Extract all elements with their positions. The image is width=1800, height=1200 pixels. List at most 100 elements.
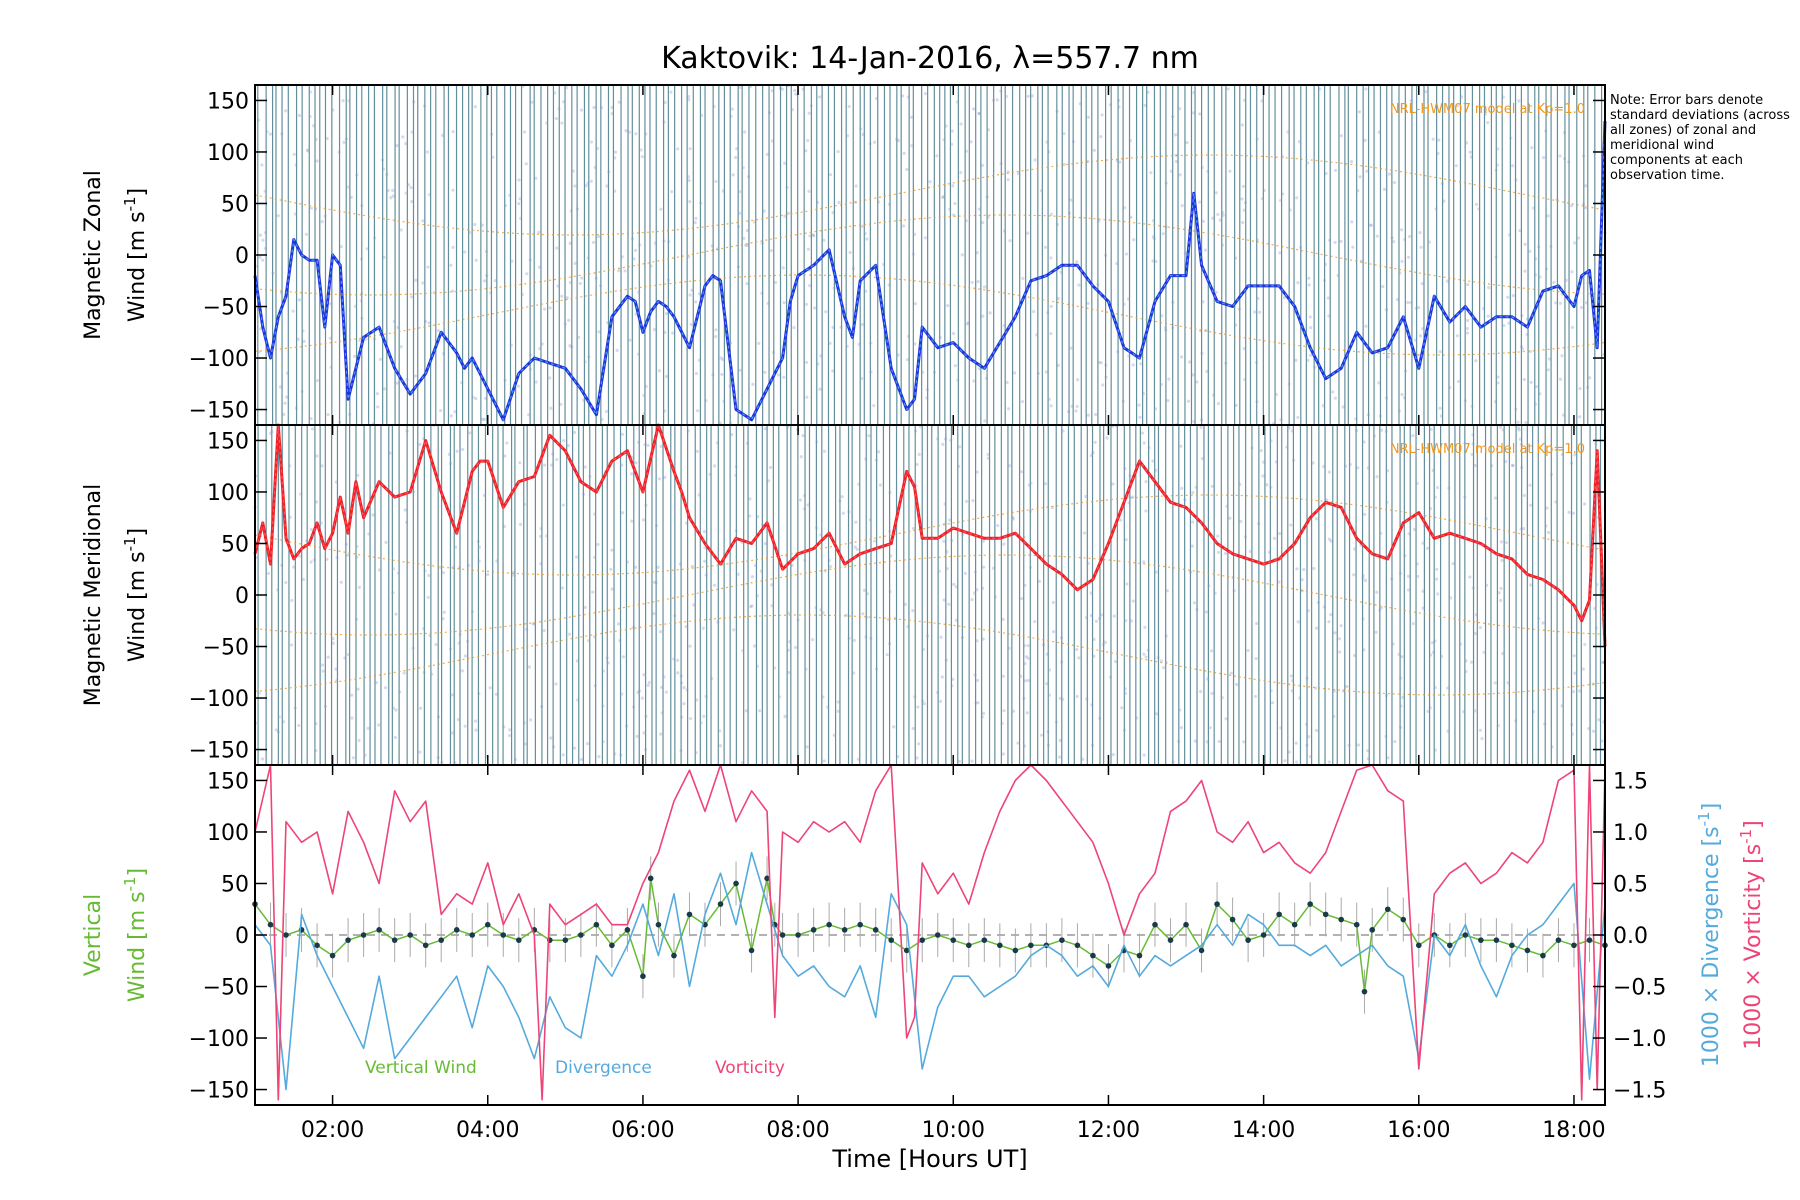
- zone-point: [383, 686, 388, 690]
- zone-point: [1421, 589, 1425, 593]
- zone-point: [545, 121, 549, 125]
- zone-point: [783, 714, 787, 719]
- zone-point: [980, 715, 984, 719]
- zone-point: [505, 441, 509, 445]
- zone-point: [471, 395, 475, 399]
- zone-point: [284, 109, 288, 113]
- zone-point: [1045, 652, 1049, 656]
- zone-point: [1105, 436, 1109, 440]
- zone-point: [1496, 381, 1500, 385]
- zone-point: [292, 152, 296, 156]
- zone-point: [769, 249, 773, 253]
- zone-point: [328, 336, 332, 340]
- zone-point: [1547, 357, 1551, 361]
- zone-point: [337, 150, 341, 154]
- zone-point: [1161, 666, 1166, 670]
- vertical-wind-point: [1353, 921, 1360, 928]
- zone-point: [1573, 453, 1577, 457]
- zone-point: [463, 654, 468, 658]
- zone-point: [1570, 270, 1574, 274]
- zone-point: [1469, 155, 1473, 159]
- zone-point: [1234, 403, 1238, 407]
- zone-point: [482, 493, 487, 497]
- zone-point: [728, 421, 733, 425]
- zone-point: [1104, 375, 1108, 379]
- zone-point: [405, 429, 409, 433]
- zone-point: [486, 573, 490, 577]
- zone-point: [1239, 519, 1243, 524]
- zone-point: [1379, 428, 1384, 432]
- zone-point: [865, 592, 870, 596]
- zone-point: [538, 265, 542, 269]
- zone-point: [311, 124, 316, 128]
- zone-point: [1265, 483, 1269, 487]
- zone-point: [1307, 283, 1311, 287]
- zone-point: [1506, 681, 1510, 685]
- zone-point: [690, 288, 694, 292]
- zone-point: [922, 702, 926, 706]
- zone-point: [632, 257, 636, 261]
- zone-point: [509, 343, 513, 347]
- zone-point: [999, 161, 1003, 166]
- zone-point: [909, 115, 914, 119]
- zone-point: [331, 641, 335, 645]
- zone-point: [1149, 171, 1153, 175]
- zone-point: [970, 598, 974, 602]
- zone-point: [1576, 236, 1580, 240]
- legend-vertical-wind: Vertical Wind: [365, 1058, 477, 1078]
- y-axis-label-line2: Wind [m s-1]: [121, 528, 150, 662]
- model-curve: [254, 154, 1606, 236]
- zone-point: [1474, 359, 1478, 363]
- zone-point: [1510, 164, 1515, 168]
- zone-point: [1400, 655, 1404, 659]
- zone-point: [634, 461, 638, 465]
- zone-point: [319, 521, 323, 525]
- x-tick-label: 02:00: [301, 1118, 364, 1143]
- zone-point: [714, 179, 718, 184]
- zone-point: [1086, 301, 1090, 305]
- zone-point: [1431, 468, 1435, 473]
- zone-point: [1378, 414, 1382, 418]
- zone-point: [1379, 531, 1383, 535]
- zone-point: [1496, 724, 1500, 728]
- zone-point: [1399, 676, 1403, 680]
- zone-point: [941, 194, 946, 199]
- model-curve: [254, 554, 1606, 636]
- zone-point: [1532, 206, 1536, 210]
- zone-point: [1286, 130, 1290, 134]
- zone-point: [1397, 652, 1401, 656]
- zone-point: [965, 322, 970, 326]
- zone-point: [473, 222, 477, 227]
- zone-point: [398, 690, 402, 694]
- zone-point: [620, 255, 624, 259]
- panel-zonal: NRL-HWM07 model at Kp=1.0150100500−50−10…: [81, 83, 1607, 427]
- vertical-wind-point: [1571, 942, 1577, 949]
- zone-point: [285, 395, 289, 399]
- zone-point: [583, 465, 587, 469]
- zone-point: [392, 319, 396, 323]
- zone-point: [1229, 671, 1233, 675]
- zone-point: [1139, 362, 1143, 366]
- zone-point: [910, 144, 914, 148]
- zone-point: [1269, 485, 1273, 489]
- zone-point: [745, 228, 750, 233]
- zone-point: [414, 278, 418, 282]
- zone-point: [1419, 245, 1423, 249]
- vertical-wind-point: [1478, 937, 1484, 943]
- zone-point: [654, 581, 658, 585]
- vertical-wind-point: [795, 932, 801, 938]
- y-axis-label: Vertical Wind [m s-1]: [81, 868, 150, 1002]
- zone-point: [737, 211, 742, 215]
- zone-point: [1349, 160, 1354, 164]
- zone-point: [620, 692, 624, 696]
- zone-point: [1057, 755, 1062, 759]
- zone-point: [593, 555, 597, 559]
- zone-point: [528, 258, 532, 262]
- zone-point: [824, 310, 828, 314]
- zone-point: [1240, 197, 1244, 201]
- zone-point: [300, 389, 304, 394]
- zone-point: [1318, 87, 1322, 91]
- zone-point: [771, 350, 775, 355]
- zone-point: [708, 472, 712, 476]
- zone-point: [586, 256, 590, 260]
